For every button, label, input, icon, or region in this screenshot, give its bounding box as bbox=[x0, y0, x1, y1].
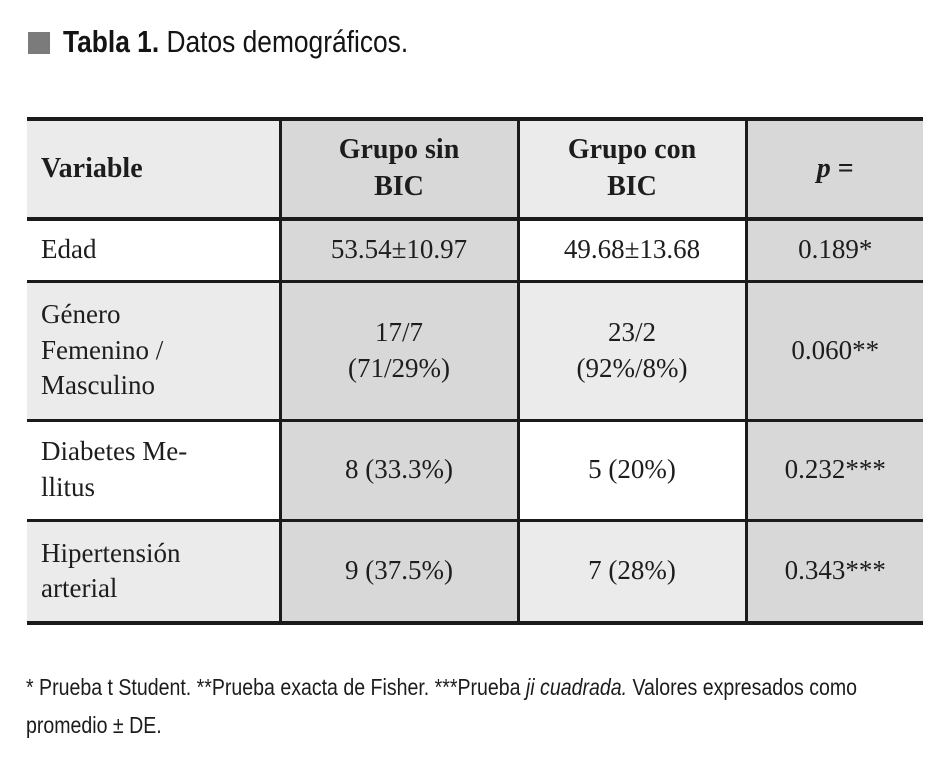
cell-genero-con-bic: 23/2 (92%/8%) bbox=[516, 279, 746, 422]
p-symbol: p bbox=[816, 152, 831, 184]
cell-genero-sin-bic: 17/7 (71/29%) bbox=[278, 279, 518, 422]
footnote-line2: promedio ± DE. bbox=[26, 712, 162, 738]
cell-genero-p: 0.060** bbox=[744, 279, 923, 422]
cell-diabetes-variable: Diabetes Me- llitus bbox=[27, 418, 280, 522]
cell-hipertension-p: 0.343*** bbox=[744, 518, 923, 625]
column-header-variable: Variable bbox=[27, 117, 280, 221]
footnote-part1: * Prueba t Student. **Prueba exacta de F… bbox=[26, 674, 526, 700]
cell-diabetes-sin-bic: 8 (33.3%) bbox=[278, 418, 518, 522]
title-marker-icon bbox=[28, 32, 50, 54]
title-text: Tabla 1. Datos demográficos. bbox=[63, 24, 408, 60]
footnote-italic: ji cuadrada. bbox=[525, 674, 628, 700]
cell-edad-p: 0.189* bbox=[744, 217, 923, 283]
demographics-table: Variable Grupo sin BIC Grupo con BIC p =… bbox=[27, 117, 923, 625]
cell-diabetes-con-bic: 5 (20%) bbox=[516, 418, 746, 522]
footnote: * Prueba t Student. **Prueba exacta de F… bbox=[26, 668, 941, 744]
table-title: Tabla 1. Datos demográficos. bbox=[28, 24, 469, 60]
cell-hipertension-con-bic: 7 (28%) bbox=[516, 518, 746, 625]
title-caption: Datos demográficos. bbox=[159, 24, 409, 59]
column-header-grupo-con-bic: Grupo con BIC bbox=[516, 117, 746, 221]
footnote-part3: Valores expresados como bbox=[627, 674, 858, 700]
table-header-row: Variable Grupo sin BIC Grupo con BIC p = bbox=[27, 117, 923, 221]
p-equals: = bbox=[830, 152, 854, 184]
cell-genero-variable: Género Femenino / Masculino bbox=[27, 279, 280, 422]
table-row-hipertension: Hipertensión arterial 9 (37.5%) 7 (28%) … bbox=[27, 518, 923, 625]
title-label: Tabla 1. bbox=[63, 24, 160, 59]
cell-edad-variable: Edad bbox=[27, 217, 280, 283]
cell-diabetes-p: 0.232*** bbox=[744, 418, 923, 522]
column-header-grupo-sin-bic: Grupo sin BIC bbox=[278, 117, 518, 221]
cell-edad-con-bic: 49.68±13.68 bbox=[516, 217, 746, 283]
column-header-p-value: p = bbox=[744, 117, 923, 221]
table-row-edad: Edad 53.54±10.97 49.68±13.68 0.189* bbox=[27, 217, 923, 283]
table-row-diabetes: Diabetes Me- llitus 8 (33.3%) 5 (20%) 0.… bbox=[27, 418, 923, 522]
cell-edad-sin-bic: 53.54±10.97 bbox=[278, 217, 518, 283]
table-row-genero: Género Femenino / Masculino 17/7 (71/29%… bbox=[27, 279, 923, 422]
cell-hipertension-sin-bic: 9 (37.5%) bbox=[278, 518, 518, 625]
cell-hipertension-variable: Hipertensión arterial bbox=[27, 518, 280, 625]
